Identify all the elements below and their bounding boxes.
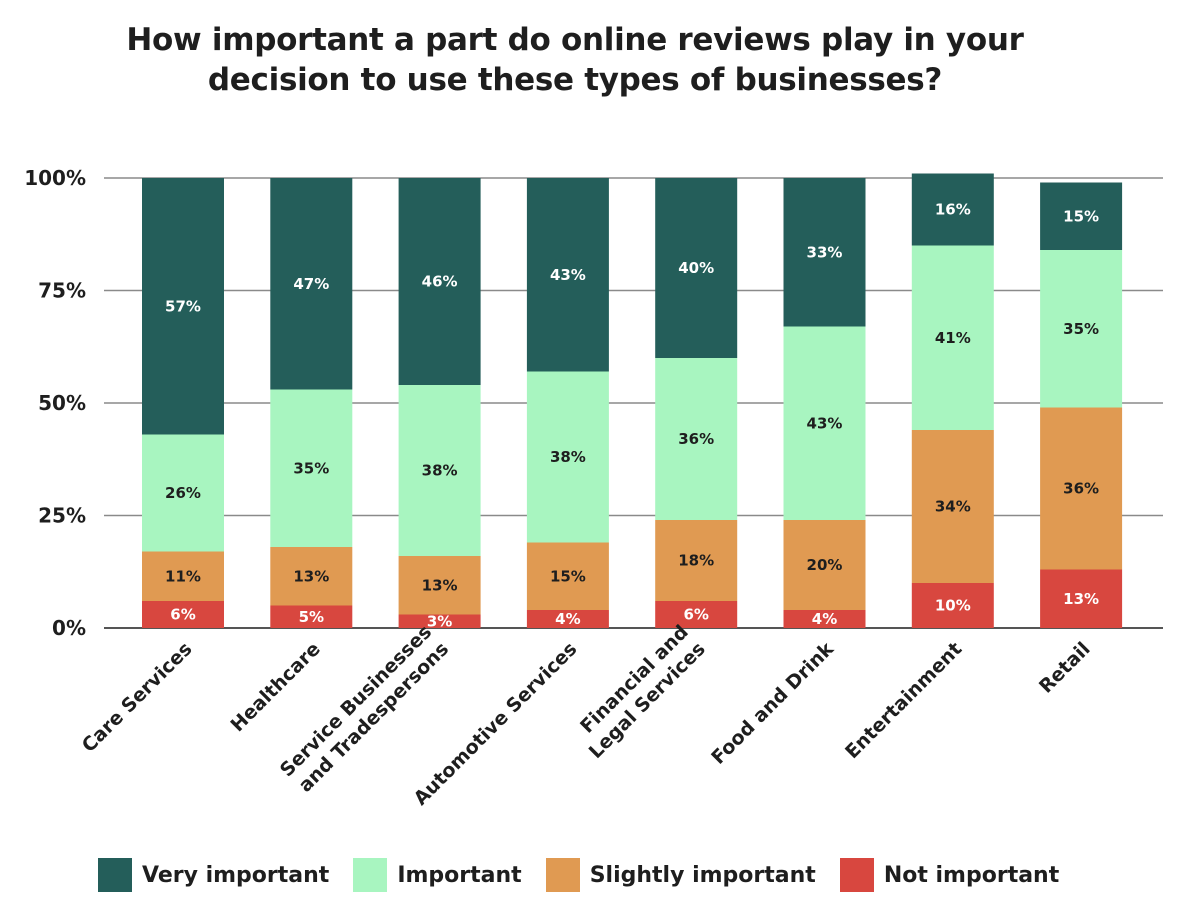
legend-label: Not important bbox=[883, 862, 1060, 888]
data-label: 47% bbox=[293, 275, 329, 293]
legend-item: Not important bbox=[839, 858, 1060, 892]
chart-legend: Very important Important Slightly importan… bbox=[98, 858, 1083, 892]
x-category-label-line: Healthcare bbox=[226, 638, 324, 736]
bar-segment bbox=[1040, 569, 1123, 628]
bar-segment bbox=[142, 434, 224, 552]
bar-segment bbox=[142, 551, 224, 601]
data-label: 16% bbox=[935, 201, 971, 219]
data-label: 20% bbox=[807, 556, 843, 574]
x-category-label: Care Services bbox=[78, 638, 197, 757]
bar-segment bbox=[783, 178, 866, 327]
data-label: 35% bbox=[293, 459, 329, 477]
data-label: 4% bbox=[555, 610, 580, 628]
x-category-label-line: and Tradespersons bbox=[294, 638, 453, 797]
x-category-label: Retail bbox=[1035, 638, 1095, 698]
x-category-label: Food and Drink bbox=[707, 638, 838, 769]
x-category-label: Entertainment bbox=[841, 638, 966, 763]
bar-segment bbox=[783, 610, 866, 628]
data-label: 3% bbox=[427, 612, 452, 630]
bar-segment bbox=[270, 178, 353, 390]
legend-label: Important bbox=[397, 862, 522, 888]
x-category-label-line: Entertainment bbox=[841, 638, 966, 763]
bar-segment bbox=[270, 605, 353, 628]
data-label: 36% bbox=[678, 430, 714, 448]
bar-segment bbox=[270, 547, 353, 606]
bar-segment bbox=[526, 178, 609, 372]
data-label: 33% bbox=[807, 243, 843, 261]
data-label: 40% bbox=[678, 259, 714, 277]
bar-segment bbox=[911, 173, 994, 246]
data-label: 26% bbox=[165, 484, 201, 502]
data-label: 46% bbox=[422, 273, 458, 291]
y-tick-label: 75% bbox=[38, 279, 86, 303]
bar-segment bbox=[398, 178, 481, 385]
data-label: 11% bbox=[165, 567, 201, 585]
y-tick-label: 50% bbox=[38, 391, 86, 415]
bar-segment bbox=[142, 601, 224, 628]
legend-swatch bbox=[353, 858, 388, 892]
bar-segment bbox=[655, 358, 738, 520]
data-label: 43% bbox=[550, 266, 586, 284]
bar-segment bbox=[270, 389, 353, 547]
bar-segment bbox=[783, 326, 866, 520]
data-label: 57% bbox=[165, 297, 201, 315]
bar-segment bbox=[526, 610, 609, 628]
data-label: 34% bbox=[935, 498, 971, 516]
bar-segment bbox=[398, 385, 481, 556]
bar-segment bbox=[526, 542, 609, 610]
bar-segment bbox=[398, 614, 481, 628]
data-label: 18% bbox=[678, 552, 714, 570]
bar-segment bbox=[655, 520, 738, 601]
bar-segment bbox=[911, 583, 994, 628]
bar-segment bbox=[655, 601, 738, 628]
legend-label: Very important bbox=[142, 862, 330, 888]
data-label: 38% bbox=[422, 462, 458, 480]
data-label: 41% bbox=[935, 329, 971, 347]
chart-title-line-2: decision to use these types of businesse… bbox=[207, 62, 943, 98]
data-label: 13% bbox=[293, 567, 329, 585]
data-label: 13% bbox=[1063, 590, 1099, 608]
bar-segment bbox=[911, 430, 994, 583]
bar-segment bbox=[1040, 407, 1123, 570]
chart-title-line-1: How important a part do online reviews p… bbox=[126, 22, 1024, 58]
bar-segment bbox=[655, 178, 738, 358]
stacked-bar-chart: 0% 25% 50% 75% 100% 6% 11% 26% 57% Care Services 5… bbox=[24, 166, 1163, 810]
legend-swatch bbox=[98, 858, 132, 892]
data-label: 43% bbox=[807, 414, 843, 432]
data-label: 4% bbox=[812, 610, 837, 628]
bar-segment bbox=[142, 178, 224, 435]
data-label: 36% bbox=[1063, 480, 1099, 498]
legend-swatch bbox=[839, 858, 874, 892]
x-category-label-line: Food and Drink bbox=[707, 638, 838, 769]
legend-item: Very important bbox=[98, 858, 329, 892]
data-label: 6% bbox=[683, 606, 708, 624]
y-tick-label: 100% bbox=[24, 166, 86, 190]
data-label: 10% bbox=[935, 597, 971, 615]
x-category-label: Healthcare bbox=[226, 638, 324, 736]
bar-segment bbox=[783, 520, 866, 610]
y-tick-label: 25% bbox=[38, 504, 86, 528]
bar-segment bbox=[526, 371, 609, 543]
legend-item: Slightly important bbox=[545, 858, 816, 892]
legend-swatch bbox=[545, 858, 580, 892]
data-label: 6% bbox=[170, 606, 195, 624]
data-label: 15% bbox=[1063, 207, 1099, 225]
bar-segment bbox=[1040, 182, 1123, 250]
x-category-label-line: Service Businesses bbox=[276, 621, 436, 781]
data-label: 38% bbox=[550, 448, 586, 466]
bar-segment bbox=[398, 556, 481, 615]
x-category-label-line: Care Services bbox=[78, 638, 197, 757]
legend-label: Slightly important bbox=[589, 862, 816, 888]
data-label: 15% bbox=[550, 567, 586, 585]
bar-segment bbox=[911, 245, 994, 430]
bar-segment bbox=[1040, 250, 1123, 408]
data-label: 5% bbox=[299, 608, 324, 626]
data-label: 13% bbox=[422, 576, 458, 594]
legend-item: Important bbox=[353, 858, 522, 892]
x-category-label-line: Retail bbox=[1035, 638, 1095, 698]
y-tick-label: 0% bbox=[52, 616, 86, 640]
data-label: 35% bbox=[1063, 320, 1099, 338]
